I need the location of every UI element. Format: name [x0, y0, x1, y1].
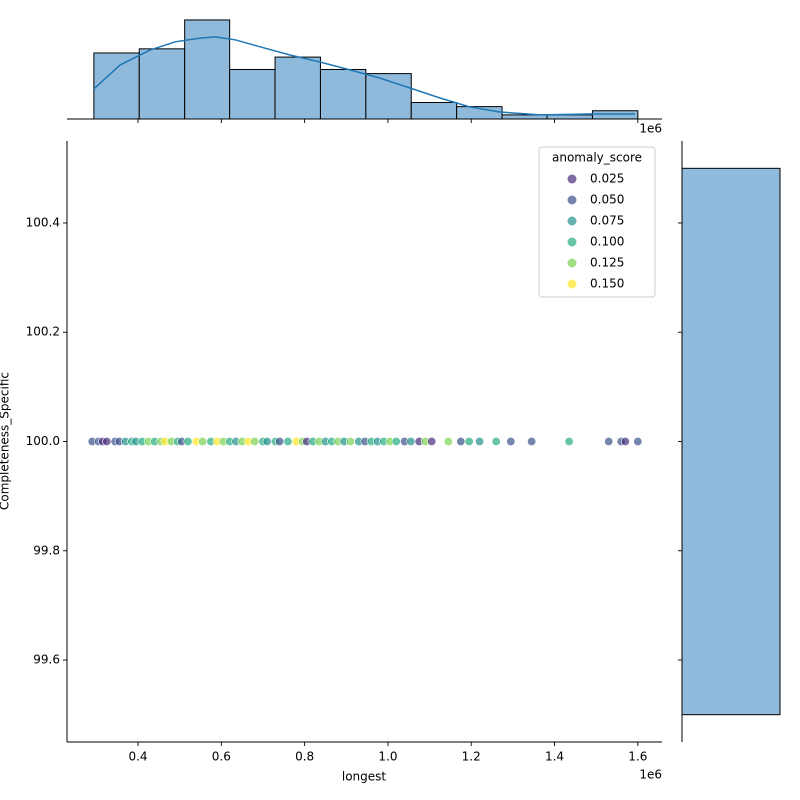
hist-bar	[681, 167, 781, 716]
scatter-point	[345, 436, 355, 446]
legend-marker	[567, 237, 577, 247]
scatter-point	[391, 436, 401, 446]
hist-bar	[591, 110, 639, 120]
scatter-point	[633, 436, 643, 446]
scatter-point	[491, 436, 501, 446]
legend-marker	[567, 216, 577, 226]
scatter-point	[527, 436, 537, 446]
y-tick-label: 100.0	[26, 434, 60, 448]
kde-line	[93, 36, 635, 116]
scatter-point	[198, 436, 208, 446]
legend-label: 0.100	[590, 235, 624, 249]
y-tick-label: 100.2	[26, 325, 60, 339]
legend-label: 0.050	[590, 193, 624, 207]
legend-label: 0.125	[590, 256, 624, 270]
scatter-point	[183, 436, 193, 446]
scatter-point	[406, 436, 416, 446]
y-tick-label: 99.8	[33, 543, 60, 557]
x-tick-label: 0.4	[128, 750, 147, 764]
scatter-point	[283, 436, 293, 446]
scatter-point	[443, 436, 453, 446]
x-tick-label: 0.6	[212, 750, 231, 764]
scatter-point	[456, 436, 466, 446]
legend-marker	[567, 258, 577, 268]
scatter-point	[262, 436, 272, 446]
top-x-offset-label: 1e6	[639, 122, 662, 136]
y-tick-label: 100.4	[26, 215, 60, 229]
legend-box	[538, 146, 656, 298]
legend-marker	[567, 279, 577, 289]
legend-marker	[567, 195, 577, 205]
hist-bar	[410, 101, 458, 120]
legend-marker	[567, 174, 577, 184]
x-tick-label: 1.4	[545, 750, 564, 764]
y-tick-label: 99.6	[33, 653, 60, 667]
y-axis-label: Completeness_Specific	[0, 372, 12, 510]
legend-label: 0.025	[590, 172, 624, 186]
legend-label: 0.075	[590, 214, 624, 228]
x-offset-label: 1e6	[639, 768, 662, 782]
x-tick-label: 0.8	[295, 750, 314, 764]
hist-bar	[546, 114, 593, 120]
scatter-point	[506, 436, 516, 446]
hist-bar	[229, 68, 276, 120]
scatter-point	[604, 436, 614, 446]
scatter-point	[564, 436, 574, 446]
x-tick-label: 1.0	[378, 750, 397, 764]
scatter-point	[475, 436, 485, 446]
scatter-point	[620, 436, 630, 446]
scatter-point	[427, 436, 437, 446]
x-tick-label: 1.2	[462, 750, 481, 764]
scatter-point	[250, 436, 260, 446]
legend-label: 0.150	[590, 277, 624, 291]
hist-bar	[274, 56, 321, 120]
hist-bar	[138, 48, 186, 120]
x-tick-label: 1.6	[628, 750, 647, 764]
scatter-point	[275, 436, 285, 446]
legend-title: anomaly_score	[552, 151, 642, 165]
scatter-point	[464, 436, 474, 446]
scatter-point	[102, 436, 112, 446]
x-axis-label: longest	[342, 770, 387, 784]
hist-bar	[319, 68, 367, 120]
hist-bar	[93, 52, 140, 120]
hist-bar	[184, 19, 231, 120]
